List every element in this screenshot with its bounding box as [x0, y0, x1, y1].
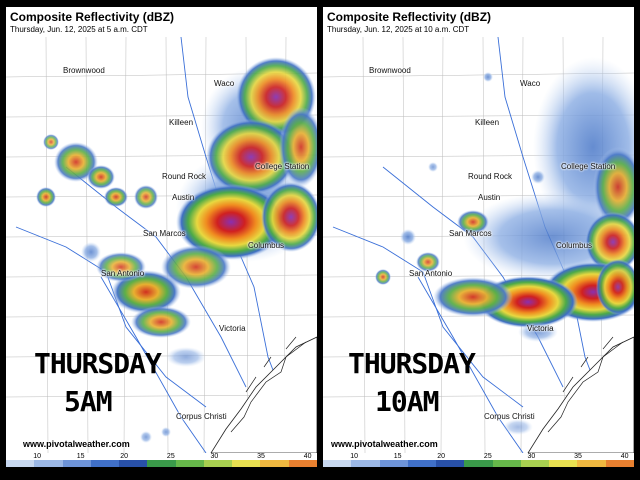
- scale-tick: 15: [393, 453, 402, 460]
- scale-tick: 15: [76, 453, 85, 460]
- scale-tick: 35: [257, 453, 265, 460]
- city-label: San Marcos: [449, 229, 492, 238]
- left-map-panel: Composite Reflectivity (dBZ) Thursday, J…: [6, 7, 317, 467]
- bottom-border: [0, 467, 640, 480]
- overlay-day-label: THURSDAY: [34, 347, 162, 380]
- right-title: Composite Reflectivity (dBZ): [327, 10, 492, 24]
- right-subtitle: Thursday, Jun. 12, 2025 at 10 a.m. CDT: [327, 25, 470, 34]
- scale-tick: 25: [166, 453, 175, 460]
- city-label: Brownwood: [369, 66, 411, 75]
- city-label: Columbus: [556, 241, 593, 250]
- scale-bar: [323, 460, 634, 467]
- scale-tick: 30: [210, 453, 219, 460]
- city-label: Corpus Christi: [484, 412, 535, 421]
- right-map-panel: Composite Reflectivity (dBZ) Thursday, J…: [323, 7, 634, 467]
- credit-text: www.pivotalweather.com: [23, 439, 130, 449]
- color-scale: 10 15 20 25 30 35 40: [6, 453, 317, 467]
- scale-tick: 10: [33, 453, 41, 460]
- city-label: Austin: [172, 193, 195, 202]
- scale-tick: 40: [620, 453, 629, 460]
- scale-tick: 30: [527, 453, 536, 460]
- credit-text: www.pivotalweather.com: [331, 439, 438, 449]
- city-label: San Marcos: [143, 229, 186, 238]
- city-label: Corpus Christi: [176, 412, 227, 421]
- city-label: Waco: [520, 79, 541, 88]
- left-radar-map: [6, 37, 317, 453]
- city-label: Waco: [214, 79, 235, 88]
- city-label: College Station: [255, 162, 310, 171]
- overlay-time-label: 10AM: [375, 385, 439, 418]
- color-scale: 10 15 20 25 30 35 40: [323, 453, 634, 467]
- left-subtitle: Thursday, Jun. 12, 2025 at 5 a.m. CDT: [10, 25, 148, 34]
- city-label: Round Rock: [468, 172, 513, 181]
- scale-tick: 20: [437, 453, 446, 460]
- scale-tick: 25: [483, 453, 492, 460]
- scale-tick: 10: [350, 453, 358, 460]
- scale-bar: [6, 460, 317, 467]
- scale-tick: 40: [303, 453, 312, 460]
- city-label: Columbus: [248, 241, 285, 250]
- city-label: Brownwood: [63, 66, 105, 75]
- scale-tick: 20: [120, 453, 129, 460]
- city-label: Round Rock: [162, 172, 207, 181]
- overlay-day-label: THURSDAY: [348, 347, 476, 380]
- city-label: Killeen: [475, 118, 500, 127]
- city-label: Killeen: [169, 118, 194, 127]
- scale-tick: 35: [574, 453, 582, 460]
- left-header: Composite Reflectivity (dBZ) Thursday, J…: [6, 7, 317, 37]
- city-label: Austin: [478, 193, 501, 202]
- city-label: Victoria: [527, 324, 554, 333]
- city-label: San Antonio: [409, 269, 453, 278]
- city-label: Victoria: [219, 324, 246, 333]
- overlay-time-label: 5AM: [64, 385, 113, 418]
- right-radar-map: [323, 37, 634, 453]
- right-header: Composite Reflectivity (dBZ) Thursday, J…: [323, 7, 634, 37]
- city-label: College Station: [561, 162, 616, 171]
- city-label: San Antonio: [101, 269, 145, 278]
- left-title: Composite Reflectivity (dBZ): [10, 10, 175, 24]
